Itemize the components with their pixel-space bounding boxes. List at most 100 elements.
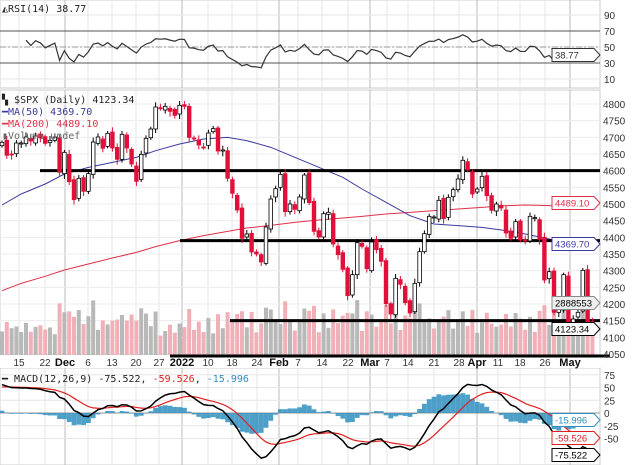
volume-bar: [249, 311, 254, 355]
macd-histogram-value-tag: -15.996: [551, 413, 601, 427]
macd-histogram-bar: [479, 403, 485, 413]
macd-histogram-bar: [422, 403, 427, 413]
macd-histogram-bar: [177, 407, 182, 413]
volume-bar: [369, 314, 374, 355]
volume-bar: [43, 329, 48, 355]
price-y-tick-label: 4450: [603, 217, 626, 228]
volume-bar: [364, 311, 369, 355]
candle-body: [196, 139, 201, 146]
macd-histogram-bar: [450, 394, 456, 413]
x-tick-label: Mar: [360, 357, 380, 369]
volume-bar: [518, 318, 523, 355]
macd-histogram-bar: [38, 413, 43, 415]
macd-histogram-bar: [71, 413, 77, 426]
volume-bar: [340, 315, 345, 355]
macd-histogram-bar: [119, 411, 125, 413]
macd-histogram-bar: [417, 408, 422, 413]
candle-body: [119, 133, 125, 160]
candle-body: [215, 127, 221, 152]
volume-bar: [446, 310, 451, 355]
macd-histogram-bar: [167, 405, 173, 413]
ma200-value-tag: 4489.10: [551, 196, 601, 210]
volume-bar: [148, 326, 153, 355]
macd-histogram-bar: [407, 413, 413, 417]
x-tick-label: 24: [251, 358, 263, 369]
macd-histogram-bar: [57, 413, 62, 420]
macd-histogram-bar: [364, 413, 370, 416]
x-tick-label: 28: [453, 358, 465, 369]
macd-histogram-bar: [172, 406, 178, 413]
candle-body: [158, 107, 163, 110]
x-axis-band: [0, 355, 600, 368]
candle-body: [287, 203, 293, 213]
macd-histogram-bar: [234, 413, 240, 428]
macd-histogram-bar: [249, 413, 254, 434]
macd-histogram-bar: [33, 413, 38, 414]
rsi-value-tag: 38.77: [551, 48, 601, 62]
rsi-legend: ◭RSI(14) 38.77: [2, 4, 86, 15]
macd-histogram-bar: [28, 413, 34, 414]
candle-body: [407, 300, 413, 314]
candle-body: [378, 247, 384, 262]
macd-histogram-bar: [388, 413, 394, 419]
macd-histogram-bar: [474, 401, 480, 413]
rsi-line: [25, 34, 593, 69]
macd-histogram-bar: [306, 405, 312, 413]
macd-histogram-bar: [210, 413, 216, 418]
volume-bar: [283, 301, 288, 355]
volume-bar: [556, 332, 561, 355]
volume-bar: [350, 313, 355, 355]
macd-histogram-bar: [359, 413, 365, 416]
volume-bar: [576, 324, 580, 355]
candle-body: [4, 139, 9, 156]
macd-histogram-bar: [431, 396, 437, 413]
macd-histogram-bar: [527, 413, 533, 421]
macd-signal-value-tag-box: [551, 431, 601, 445]
volume-bar: [72, 316, 76, 355]
macd-histogram-bar: [76, 413, 82, 425]
candle-body: [134, 165, 139, 182]
volume-bar: [134, 320, 139, 355]
volume-bar: [28, 331, 33, 355]
macd-histogram-bar: [470, 398, 475, 413]
x-tick-label: 22: [342, 358, 354, 369]
candle-body: [417, 251, 422, 284]
candle-body: [431, 216, 437, 219]
candle-body: [359, 242, 365, 247]
price-y-tick-label: 4800: [603, 100, 626, 111]
candle-body: [220, 149, 225, 152]
x-tick-label: 26: [539, 358, 551, 369]
candle-body: [167, 107, 173, 112]
candle-body: [225, 150, 230, 179]
volume-value-tag-text: 2888553: [555, 299, 592, 310]
rsi-value-tag-box: [551, 48, 601, 62]
macd-histogram-bar: [124, 411, 130, 413]
macd-histogram-bar: [196, 413, 202, 417]
volume-bar: [499, 324, 504, 355]
volume-bar: [331, 309, 336, 355]
candle-body: [364, 247, 369, 270]
price-y-tick-label: 4350: [603, 250, 626, 261]
price-y-tick-label: 4750: [603, 117, 626, 128]
macd-histogram-bar: [436, 394, 442, 413]
volume-bar: [216, 314, 220, 355]
macd-histogram-bar: [330, 413, 336, 414]
macd-histogram-bar: [498, 413, 504, 416]
macd-histogram-bar: [383, 413, 389, 416]
x-axis: 15 22 Dec 6 13 20 27 2022 10 18 24 Feb 7 14 22 Mar 7 14 21…: [0, 354, 610, 369]
price-y-tick-label: 4050: [603, 350, 626, 361]
volume-bar: [38, 325, 43, 355]
macd-signal-value-tag-text: -59.526: [555, 434, 587, 445]
x-tick-label: 6: [85, 358, 91, 369]
volume-bar: [235, 314, 240, 355]
macd-histogram-bar: [138, 413, 144, 416]
candle-body: [436, 199, 441, 220]
candle-body: [33, 135, 38, 144]
x-tick-label: 14: [402, 358, 414, 369]
macd-histogram-bar: [268, 413, 274, 421]
volume-bar: [460, 311, 465, 355]
x-tick-label: 27: [153, 358, 165, 369]
volume-bar: [470, 309, 475, 355]
candle-body: [585, 269, 590, 323]
candle-body: [446, 196, 451, 218]
